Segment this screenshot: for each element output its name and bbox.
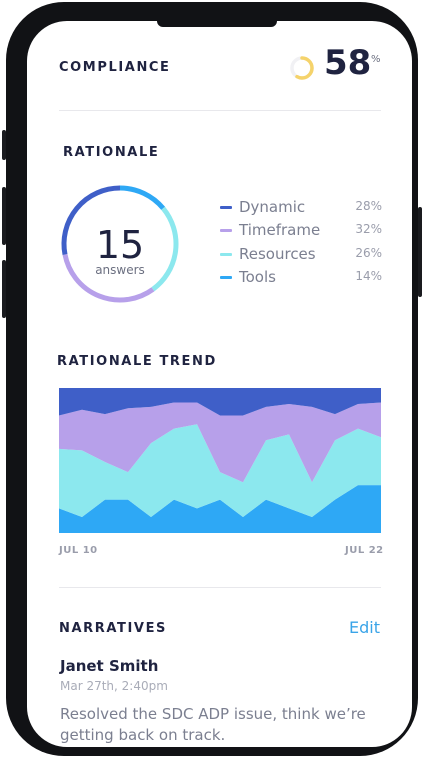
legend-item: Timeframe 32%	[220, 221, 382, 239]
legend-label: Dynamic	[239, 198, 306, 216]
trend-title: RATIONALE TREND	[57, 354, 217, 369]
trend-area-timeframe	[59, 402, 381, 483]
legend-swatch	[220, 206, 232, 209]
compliance-percentage: 58	[324, 43, 372, 83]
legend-swatch	[220, 276, 232, 279]
trend-end-label: JUL 22	[345, 545, 384, 556]
donut-slice-resources	[151, 206, 179, 292]
donut-slice-dynamic	[61, 185, 121, 255]
rationale-donut-chart	[61, 185, 179, 303]
narrative-message: Resolved the SDC ADP issue, think we’re …	[60, 705, 366, 744]
legend-percent: 32%	[355, 222, 382, 236]
narrative-timestamp: Mar 27th, 2:40pm	[60, 679, 168, 693]
trend-area-dynamic	[59, 388, 381, 416]
rationale-total-label: answers	[95, 263, 145, 277]
rationale-total: 15	[95, 223, 145, 267]
mute-switch	[2, 130, 6, 160]
compliance-ring-icon	[290, 56, 314, 80]
divider	[59, 110, 381, 111]
compliance-title: COMPLIANCE	[59, 60, 171, 75]
volume-up-button	[2, 187, 6, 245]
legend-swatch	[220, 229, 232, 232]
donut-slice-timeframe	[62, 254, 155, 303]
legend-item: Resources 26%	[220, 245, 382, 263]
rationale-title: RATIONALE	[63, 145, 160, 160]
legend-item: Tools 14%	[220, 268, 382, 286]
power-button	[418, 207, 422, 297]
legend-label: Tools	[239, 268, 276, 286]
device-notch	[157, 21, 277, 27]
divider	[59, 587, 381, 588]
edit-narratives-button[interactable]: Edit	[349, 618, 380, 637]
trend-area-resources	[59, 424, 381, 518]
legend-percent: 26%	[355, 246, 382, 260]
donut-slice-tools	[119, 185, 166, 210]
trend-area-tools	[59, 485, 381, 533]
legend-percent: 14%	[355, 269, 382, 283]
app-screen: COMPLIANCE 58 % RATIONALE 15 answers Dyn…	[27, 21, 412, 747]
phone-frame: COMPLIANCE 58 % RATIONALE 15 answers Dyn…	[2, 2, 422, 756]
narrative-author: Janet Smith	[60, 657, 159, 675]
rationale-trend-chart	[59, 388, 381, 533]
compliance-unit: %	[371, 54, 381, 65]
narratives-title: NARRATIVES	[59, 621, 168, 636]
legend-percent: 28%	[355, 199, 382, 213]
legend-item: Dynamic 28%	[220, 198, 382, 216]
legend-label: Timeframe	[239, 221, 321, 239]
trend-start-label: JUL 10	[59, 545, 98, 556]
legend-swatch	[220, 253, 232, 256]
volume-down-button	[2, 260, 6, 318]
legend-label: Resources	[239, 245, 316, 263]
